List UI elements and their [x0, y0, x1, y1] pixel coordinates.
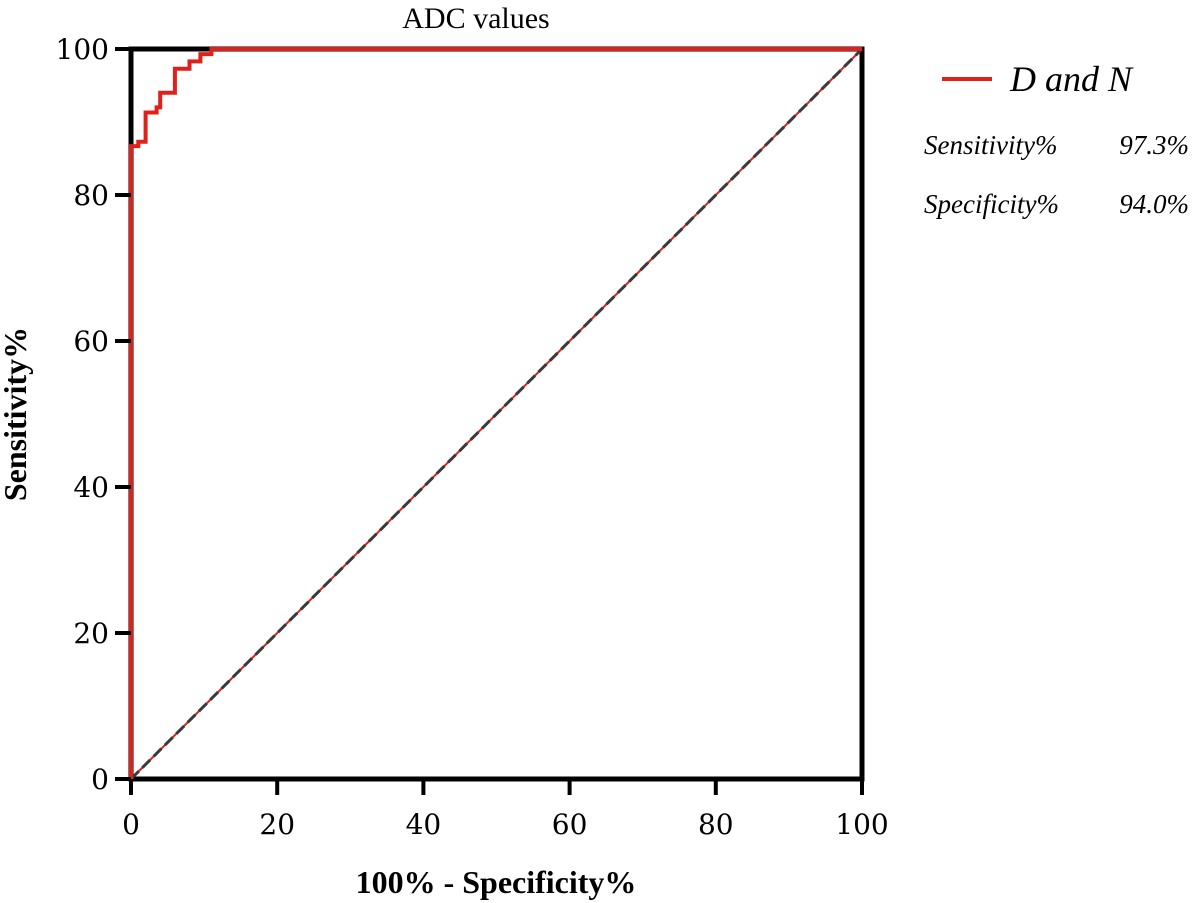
- chart-title: ADC values: [402, 2, 549, 35]
- x-axis-title: 100% - Specificity%: [356, 864, 637, 900]
- y-tick-label: 20: [73, 617, 109, 650]
- y-axis: 0 20 40 60 80 100: [56, 33, 131, 796]
- y-axis-title: Sensitivity%: [0, 327, 33, 501]
- x-tick-label: 0: [122, 808, 140, 841]
- x-axis: 0 20 40 60 80 100: [122, 779, 889, 841]
- x-tick-label: 60: [552, 808, 588, 841]
- y-tick-label: 0: [91, 763, 109, 796]
- y-tick-label: 100: [56, 33, 109, 66]
- y-tick-label: 80: [73, 179, 109, 212]
- reference-line-dashes: [129, 47, 864, 781]
- x-tick-label: 80: [698, 808, 734, 841]
- x-tick-label: 100: [835, 808, 888, 841]
- legend-label-d-and-n: D and N: [1009, 59, 1134, 99]
- roc-curve-d-and-n: [129, 47, 862, 779]
- specificity-label: Specificity%: [924, 189, 1059, 219]
- plot-area: [128, 46, 865, 782]
- y-tick-label: 40: [73, 471, 109, 504]
- y-tick-label: 60: [73, 325, 109, 358]
- x-tick-label: 20: [259, 808, 295, 841]
- specificity-value: 94.0%: [1119, 189, 1189, 219]
- sensitivity-label: Sensitivity%: [924, 130, 1057, 160]
- sensitivity-value: 97.3%: [1119, 130, 1189, 160]
- legend: D and N Sensitivity% 97.3% Specificity% …: [924, 59, 1189, 219]
- x-tick-label: 40: [406, 808, 442, 841]
